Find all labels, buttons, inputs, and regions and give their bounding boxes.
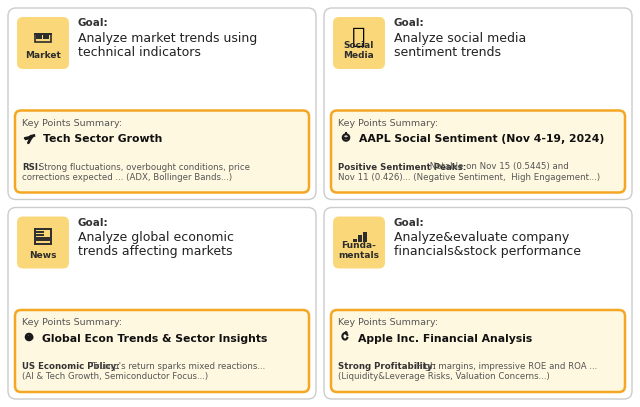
- Text: Key Points Summary:: Key Points Summary:: [338, 118, 438, 127]
- Bar: [353, 239, 357, 242]
- FancyBboxPatch shape: [333, 217, 385, 269]
- Text: Notable on Nov 15 (0.5445) and: Notable on Nov 15 (0.5445) and: [427, 162, 568, 171]
- Text: AAPL Social Sentiment (Nov 4-19, 2024): AAPL Social Sentiment (Nov 4-19, 2024): [359, 134, 604, 144]
- Text: Analyze social media: Analyze social media: [394, 32, 526, 45]
- Text: High margins, impressive ROE and ROA ...: High margins, impressive ROE and ROA ...: [413, 362, 596, 371]
- Text: Key Points Summary:: Key Points Summary:: [338, 318, 438, 327]
- Text: Analyze market trends using: Analyze market trends using: [78, 32, 257, 45]
- Text: Analyze global economic: Analyze global economic: [78, 232, 234, 245]
- Text: Trump's return sparks mixed reactions...: Trump's return sparks mixed reactions...: [90, 362, 266, 371]
- Text: Tech Sector Growth: Tech Sector Growth: [43, 134, 163, 144]
- FancyBboxPatch shape: [333, 17, 385, 69]
- Text: technical indicators: technical indicators: [78, 46, 201, 59]
- Bar: [44, 35, 49, 37]
- Text: Nov 11 (0.426)... (Negative Sentiment,  High Engagement...): Nov 11 (0.426)... (Negative Sentiment, H…: [338, 173, 600, 182]
- Bar: [35, 229, 51, 244]
- FancyBboxPatch shape: [324, 8, 632, 199]
- Bar: [362, 232, 367, 242]
- Text: Positive Sentiment Peaks:: Positive Sentiment Peaks:: [338, 162, 467, 171]
- Bar: [35, 35, 51, 42]
- Text: 🐦: 🐦: [352, 27, 365, 47]
- Text: Social
Media: Social Media: [344, 41, 374, 60]
- Bar: [34, 33, 52, 35]
- Text: Goal:: Goal:: [78, 18, 109, 28]
- Bar: [36, 35, 42, 37]
- FancyBboxPatch shape: [15, 310, 309, 392]
- Text: (Liquidity&Leverage Risks, Valuation Concerns...): (Liquidity&Leverage Risks, Valuation Con…: [338, 372, 550, 381]
- Bar: [358, 235, 362, 242]
- Text: News: News: [29, 250, 57, 260]
- FancyBboxPatch shape: [331, 110, 625, 193]
- Text: Strong fluctuations, overbought conditions, price: Strong fluctuations, overbought conditio…: [36, 162, 250, 171]
- Text: RSI:: RSI:: [22, 162, 42, 171]
- Text: Funda-
mentals: Funda- mentals: [339, 241, 380, 260]
- Text: corrections expected ... (ADX, Bollinger Bands...): corrections expected ... (ADX, Bollinger…: [22, 173, 232, 182]
- Text: (AI & Tech Growth, Semiconductor Focus...): (AI & Tech Growth, Semiconductor Focus..…: [22, 372, 208, 381]
- FancyBboxPatch shape: [17, 217, 69, 269]
- Text: Market: Market: [25, 51, 61, 60]
- FancyBboxPatch shape: [17, 17, 69, 69]
- FancyBboxPatch shape: [8, 208, 316, 399]
- Text: Apple Inc. Financial Analysis: Apple Inc. Financial Analysis: [358, 334, 532, 344]
- FancyBboxPatch shape: [324, 208, 632, 399]
- Text: Key Points Summary:: Key Points Summary:: [22, 118, 122, 127]
- Text: Global Econ Trends & Sector Insights: Global Econ Trends & Sector Insights: [42, 334, 268, 344]
- Text: Analyze&evaluate company: Analyze&evaluate company: [394, 232, 569, 245]
- Bar: [36, 37, 42, 39]
- Text: Goal:: Goal:: [394, 217, 424, 228]
- FancyBboxPatch shape: [15, 110, 309, 193]
- Bar: [44, 37, 49, 39]
- FancyBboxPatch shape: [8, 8, 316, 199]
- Text: Goal:: Goal:: [394, 18, 424, 28]
- Text: Strong Profitability:: Strong Profitability:: [338, 362, 436, 371]
- Text: Key Points Summary:: Key Points Summary:: [22, 318, 122, 327]
- Text: financials&stock performance: financials&stock performance: [394, 245, 581, 258]
- Text: US Economic Policy:: US Economic Policy:: [22, 362, 120, 371]
- Text: sentiment trends: sentiment trends: [394, 46, 501, 59]
- Text: trends affecting markets: trends affecting markets: [78, 245, 232, 258]
- FancyBboxPatch shape: [331, 310, 625, 392]
- Text: Goal:: Goal:: [78, 217, 109, 228]
